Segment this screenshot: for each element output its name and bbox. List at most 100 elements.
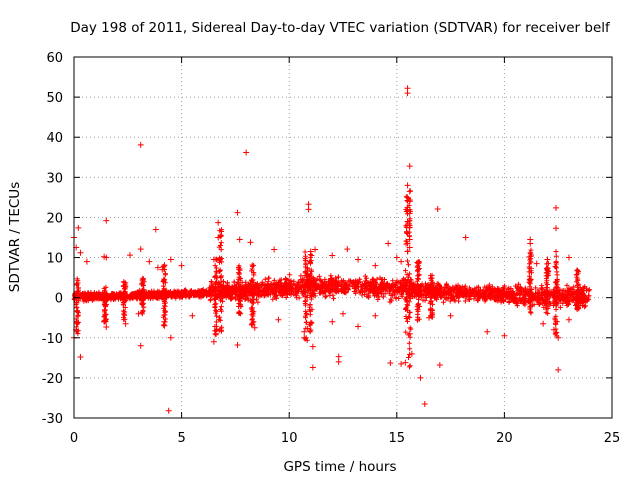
data-point	[428, 308, 434, 314]
data-point	[265, 275, 271, 281]
data-point	[302, 270, 308, 276]
data-point	[320, 285, 326, 291]
data-point	[255, 299, 261, 305]
data-point	[407, 271, 413, 277]
data-point	[329, 318, 336, 325]
data-point	[451, 297, 457, 303]
data-point	[386, 290, 392, 296]
data-point	[309, 364, 316, 371]
data-point	[113, 291, 119, 297]
data-point	[236, 266, 242, 272]
data-point	[416, 272, 422, 278]
data-point	[565, 316, 572, 323]
data-point	[120, 300, 126, 306]
data-point	[343, 285, 349, 291]
data-point	[160, 314, 166, 320]
data-point	[307, 248, 314, 255]
data-point	[543, 303, 549, 309]
data-point	[251, 297, 257, 303]
data-point	[309, 293, 315, 299]
data-point	[553, 253, 559, 259]
data-point	[214, 313, 220, 319]
data-point	[407, 291, 413, 297]
data-point	[245, 283, 251, 289]
data-point	[276, 279, 282, 285]
data-point	[137, 246, 144, 253]
data-point	[153, 295, 159, 301]
data-point	[171, 289, 177, 295]
data-point	[409, 287, 415, 293]
data-point	[302, 282, 308, 288]
data-point	[396, 296, 402, 302]
data-point	[554, 282, 560, 288]
data-point	[554, 272, 560, 278]
data-point	[243, 279, 249, 285]
data-point	[161, 299, 167, 305]
data-point	[407, 309, 413, 315]
data-point	[247, 239, 254, 246]
data-point	[484, 292, 490, 298]
data-point	[75, 331, 81, 337]
data-point	[362, 283, 368, 289]
data-point	[444, 281, 450, 287]
data-point	[205, 290, 211, 296]
data-point	[566, 291, 572, 297]
data-point	[221, 293, 227, 299]
data-point	[375, 296, 381, 302]
data-point	[421, 400, 428, 407]
data-point	[404, 204, 411, 211]
data-point	[553, 306, 559, 312]
data-point	[213, 287, 219, 293]
data-point	[404, 182, 411, 189]
data-point	[430, 301, 436, 307]
data-point	[307, 312, 313, 318]
data-point	[371, 284, 377, 290]
data-point	[367, 287, 373, 293]
data-point	[275, 316, 282, 323]
data-point	[448, 286, 454, 292]
data-point	[135, 310, 142, 317]
x-tick-label: 15	[389, 431, 406, 446]
data-point	[429, 311, 435, 317]
data-point	[394, 278, 400, 284]
data-point	[539, 293, 545, 299]
data-point	[103, 254, 110, 261]
x-tick-label: 10	[281, 431, 298, 446]
data-point	[159, 266, 166, 273]
data-point	[434, 206, 441, 213]
data-point	[406, 188, 413, 195]
data-point	[379, 282, 385, 288]
data-point	[392, 290, 398, 296]
data-point	[303, 298, 309, 304]
data-point	[544, 261, 550, 267]
data-point	[574, 296, 580, 302]
data-point	[335, 274, 341, 280]
data-point	[161, 277, 167, 283]
data-point	[552, 315, 558, 321]
data-point	[227, 291, 233, 297]
data-point	[574, 272, 580, 278]
data-point	[482, 284, 488, 290]
data-point	[405, 355, 411, 361]
data-point	[215, 219, 222, 226]
data-point	[234, 209, 241, 216]
data-point	[333, 275, 339, 281]
data-point	[210, 287, 216, 293]
data-point	[218, 273, 224, 279]
data-point	[500, 297, 506, 303]
data-point	[361, 284, 367, 290]
data-point	[508, 296, 514, 302]
data-point	[292, 291, 298, 297]
data-point	[340, 310, 346, 317]
data-point	[137, 141, 144, 148]
data-point	[218, 296, 224, 302]
data-point	[404, 258, 410, 264]
data-point	[423, 292, 429, 298]
data-point	[249, 262, 255, 268]
data-point	[553, 249, 559, 255]
data-point	[399, 293, 405, 299]
data-point	[217, 314, 223, 320]
data-point	[488, 295, 494, 301]
data-point	[323, 284, 329, 290]
data-point	[434, 281, 440, 287]
